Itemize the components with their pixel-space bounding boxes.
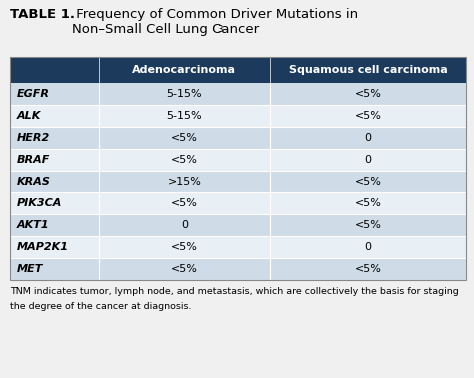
Text: 5-15%: 5-15% (166, 90, 202, 99)
Text: PIK3CA: PIK3CA (17, 198, 63, 208)
Text: <5%: <5% (355, 198, 382, 208)
Text: <5%: <5% (171, 198, 198, 208)
Bar (10, 214, 466, 236)
Bar (10, 57, 466, 280)
Text: Adenocarcinoma: Adenocarcinoma (132, 65, 237, 75)
Bar (10, 57, 466, 84)
Text: 0: 0 (365, 133, 372, 143)
Bar (10, 192, 466, 214)
Text: Squamous cell carcinoma: Squamous cell carcinoma (289, 65, 447, 75)
Text: <5%: <5% (355, 177, 382, 187)
Text: 0: 0 (365, 242, 372, 252)
Text: <5%: <5% (355, 90, 382, 99)
Text: ALK: ALK (17, 111, 41, 121)
Text: MET: MET (17, 264, 44, 274)
Text: <5%: <5% (355, 220, 382, 230)
Bar (10, 236, 466, 258)
Bar (10, 149, 466, 171)
Bar (10, 171, 466, 192)
Text: <5%: <5% (171, 155, 198, 165)
Bar (10, 84, 466, 105)
Text: >15%: >15% (167, 177, 201, 187)
Text: <5%: <5% (171, 264, 198, 274)
Text: TNM indicates tumor, lymph node, and metastasis, which are collectively the basi: TNM indicates tumor, lymph node, and met… (10, 287, 459, 296)
Text: the degree of the cancer at diagnosis.: the degree of the cancer at diagnosis. (10, 302, 191, 311)
Text: EGFR: EGFR (17, 90, 50, 99)
Bar (10, 127, 466, 149)
Text: HER2: HER2 (17, 133, 50, 143)
Text: <5%: <5% (171, 133, 198, 143)
Text: 3: 3 (217, 25, 222, 34)
Bar (10, 258, 466, 280)
Text: KRAS: KRAS (17, 177, 51, 187)
Text: MAP2K1: MAP2K1 (17, 242, 69, 252)
Text: 0: 0 (181, 220, 188, 230)
Text: <5%: <5% (355, 264, 382, 274)
Text: BRAF: BRAF (17, 155, 50, 165)
Text: <5%: <5% (171, 242, 198, 252)
Text: AKT1: AKT1 (17, 220, 50, 230)
Bar (10, 105, 466, 127)
Text: <5%: <5% (355, 111, 382, 121)
Text: Frequency of Common Driver Mutations in
Non–Small Cell Lung Cancer: Frequency of Common Driver Mutations in … (72, 8, 358, 36)
Text: 0: 0 (365, 155, 372, 165)
Text: TABLE 1.: TABLE 1. (10, 8, 75, 21)
Text: 5-15%: 5-15% (166, 111, 202, 121)
